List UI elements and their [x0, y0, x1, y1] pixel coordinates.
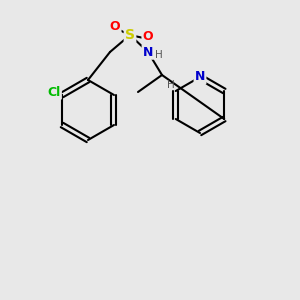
Text: S: S [125, 28, 135, 42]
Text: O: O [110, 20, 120, 32]
Text: Cl: Cl [47, 85, 61, 98]
Text: N: N [143, 46, 153, 59]
Text: N: N [195, 70, 205, 83]
Text: H: H [155, 50, 163, 60]
Text: O: O [143, 31, 153, 44]
Text: H: H [167, 80, 175, 90]
